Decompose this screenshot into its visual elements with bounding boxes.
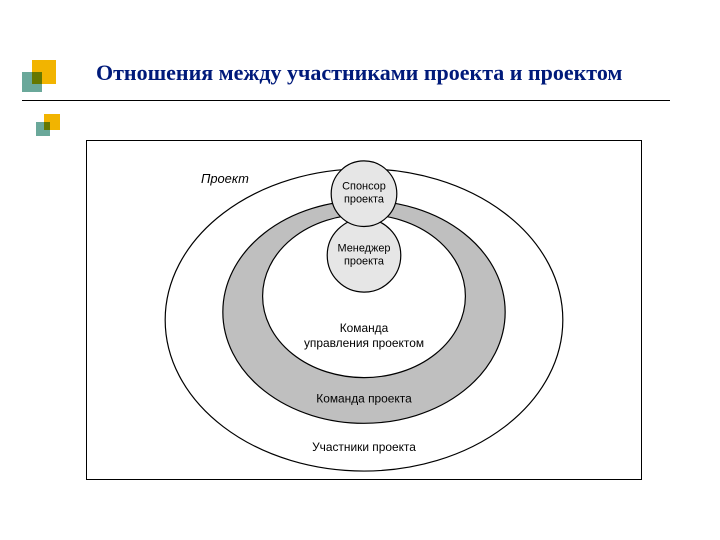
page-title: Отношения между участниками проекта и пр… (96, 60, 676, 86)
label-manager-l2: проекта (344, 255, 385, 267)
label-mgmt-team-l1: Команда (340, 321, 389, 335)
label-manager-l1: Менеджер (338, 242, 391, 254)
label-mgmt-team-l2: управления проектом (304, 336, 424, 350)
relations-diagram: Проект Спонсор проекта Менеджер проекта … (87, 141, 641, 479)
label-stakeholders: Участники проекта (312, 440, 416, 454)
diagram-frame: Проект Спонсор проекта Менеджер проекта … (86, 140, 642, 480)
label-project: Проект (201, 171, 249, 186)
body-bullet (36, 114, 58, 136)
label-sponsor-l1: Спонсор (342, 181, 386, 193)
bullet-square-teal (22, 72, 42, 92)
slide: Отношения между участниками проекта и пр… (0, 0, 720, 540)
title-bullet (22, 60, 50, 88)
label-sponsor-l2: проекта (344, 194, 385, 206)
bullet-square-teal-small (36, 122, 50, 136)
title-underline (22, 100, 670, 101)
label-team: Команда проекта (316, 391, 412, 405)
